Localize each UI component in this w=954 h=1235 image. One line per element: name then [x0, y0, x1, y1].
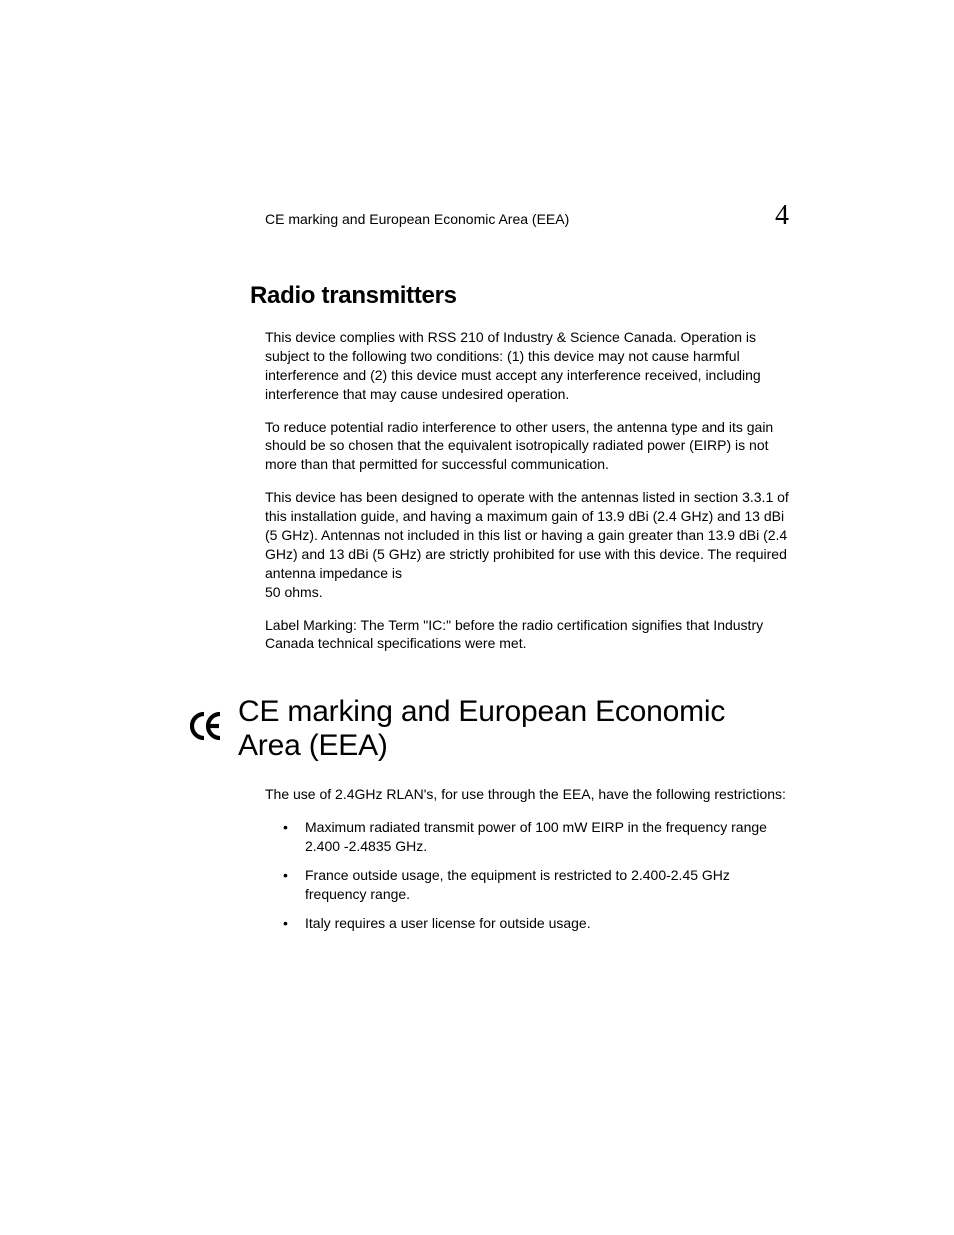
list-item: Maximum radiated transmit power of 100 m…: [287, 818, 789, 856]
page-number: 4: [775, 200, 789, 232]
header-title: CE marking and European Economic Area (E…: [265, 211, 569, 227]
restrictions-list: Maximum radiated transmit power of 100 m…: [265, 818, 789, 932]
paragraph: To reduce potential radio interference t…: [265, 418, 789, 475]
section-heading-radio: Radio transmitters: [250, 282, 789, 310]
main-heading-row: CE marking and European Economic Area (E…: [190, 695, 789, 763]
paragraph: This device has been designed to operate…: [265, 488, 789, 601]
paragraph-text: This device has been designed to operate…: [265, 489, 789, 581]
paragraph: The use of 2.4GHz RLAN's, for use throug…: [265, 785, 789, 804]
ce-mark-icon: [190, 711, 224, 747]
main-heading-ce: CE marking and European Economic Area (E…: [238, 695, 789, 763]
list-item: Italy requires a user license for outsid…: [287, 914, 789, 933]
page-header: CE marking and European Economic Area (E…: [265, 200, 789, 232]
paragraph-text: 50 ohms.: [265, 584, 323, 600]
document-page: CE marking and European Economic Area (E…: [0, 0, 954, 933]
paragraph: Label Marking: The Term "IC:" before the…: [265, 616, 789, 654]
paragraph: This device complies with RSS 210 of Ind…: [265, 328, 789, 404]
list-item: France outside usage, the equipment is r…: [287, 866, 789, 904]
